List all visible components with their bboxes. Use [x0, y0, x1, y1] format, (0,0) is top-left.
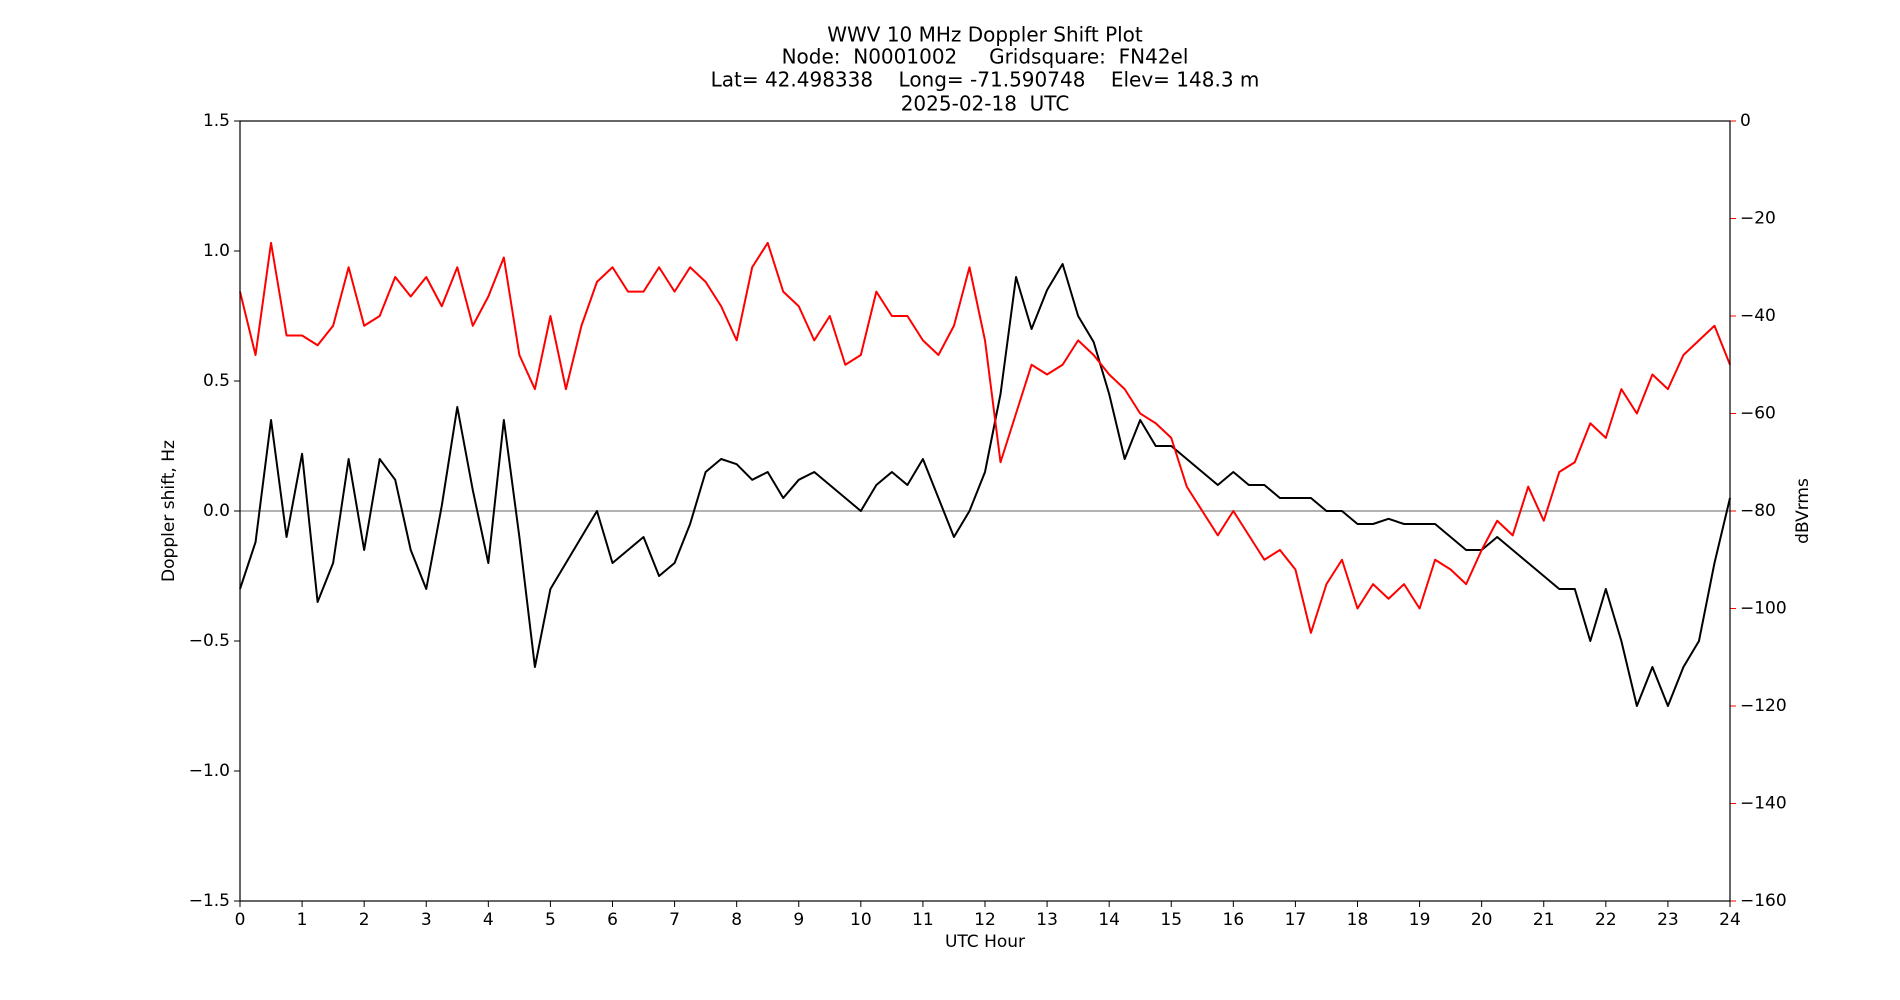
x-tick-label: 16 — [1223, 910, 1245, 930]
x-tick-label: 24 — [1719, 910, 1741, 930]
y2-tick-label: −100 — [1740, 599, 1787, 619]
x-tick-label: 0 — [235, 910, 246, 930]
x-tick-label: 20 — [1471, 910, 1493, 930]
chart-title: Lat= 42.498338 Long= -71.590748 Elev= 14… — [711, 68, 1260, 92]
y-tick-label: 1.5 — [203, 111, 230, 131]
y2-tick-label: −140 — [1740, 794, 1787, 814]
x-tick-label: 15 — [1160, 910, 1182, 930]
x-tick-label: 22 — [1595, 910, 1617, 930]
x-tick-label: 14 — [1098, 910, 1120, 930]
y-tick-label: 0.0 — [203, 501, 230, 521]
y2-tick-label: −80 — [1740, 501, 1776, 521]
x-tick-label: 10 — [850, 910, 872, 930]
x-tick-label: 12 — [974, 910, 996, 930]
y-tick-label: −1.5 — [189, 891, 230, 911]
series-line — [239, 241, 1731, 634]
y2-tick-label: −60 — [1740, 404, 1776, 424]
x-tick-label: 21 — [1533, 910, 1555, 930]
x-tick-label: 3 — [421, 910, 432, 930]
x-tick-label: 2 — [359, 910, 370, 930]
y2-tick-label: 0 — [1740, 111, 1751, 131]
x-tick-label: 19 — [1409, 910, 1431, 930]
plot-frame — [239, 120, 1731, 902]
x-tick-label: 1 — [297, 910, 308, 930]
y2-tick-label: −120 — [1740, 696, 1787, 716]
y-axis-label: Doppler shift, Hz — [159, 440, 179, 582]
x-tick-label: 6 — [607, 910, 618, 930]
x-tick-label: 23 — [1657, 910, 1679, 930]
y2-tick-label: −20 — [1740, 209, 1776, 229]
chart-title: Node: N0001002 Gridsquare: FN42el — [782, 45, 1189, 69]
y-tick-label: 0.5 — [203, 371, 230, 391]
x-tick-label: 18 — [1347, 910, 1369, 930]
y2-axis-label: dBVrms — [1793, 478, 1813, 544]
y2-tick-label: −160 — [1740, 891, 1787, 911]
x-tick-label: 8 — [731, 910, 742, 930]
y-tick-label: 1.0 — [203, 241, 230, 261]
chart-title: 2025-02-18 UTC — [901, 92, 1070, 116]
chart-title: WWV 10 MHz Doppler Shift Plot — [827, 23, 1143, 47]
x-tick-label: 9 — [793, 910, 804, 930]
x-tick-label: 17 — [1285, 910, 1307, 930]
y-tick-label: −0.5 — [189, 631, 230, 651]
y-tick-label: −1.0 — [189, 761, 230, 781]
x-tick-label: 5 — [545, 910, 556, 930]
y2-tick-label: −40 — [1740, 306, 1776, 326]
x-tick-label: 11 — [912, 910, 934, 930]
x-tick-label: 7 — [669, 910, 680, 930]
x-axis-label: UTC Hour — [945, 932, 1025, 952]
x-tick-label: 13 — [1036, 910, 1058, 930]
x-tick-label: 4 — [483, 910, 494, 930]
